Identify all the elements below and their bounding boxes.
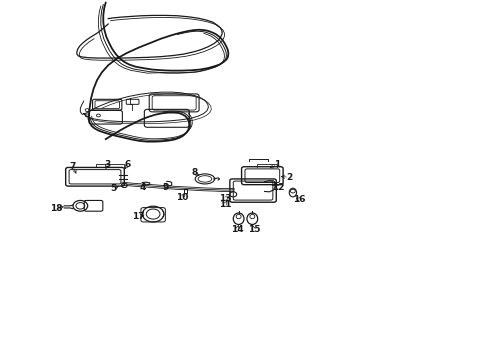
Text: 4: 4 [140,183,146,192]
Text: 10: 10 [176,193,189,202]
Text: 14: 14 [231,225,244,234]
Text: 17: 17 [132,212,145,221]
Text: 18: 18 [50,204,63,213]
Text: 15: 15 [247,225,260,234]
Text: 6: 6 [124,160,131,169]
Text: 7: 7 [70,162,76,171]
Text: 13: 13 [219,194,232,203]
Text: 12: 12 [272,183,285,192]
Text: 2: 2 [286,173,292,182]
Text: 5: 5 [110,184,116,193]
Text: 3: 3 [104,160,110,169]
Text: 1: 1 [274,160,280,169]
Text: 11: 11 [219,200,231,209]
Text: 9: 9 [163,183,169,192]
Text: 16: 16 [294,195,306,204]
Text: 8: 8 [192,168,198,177]
